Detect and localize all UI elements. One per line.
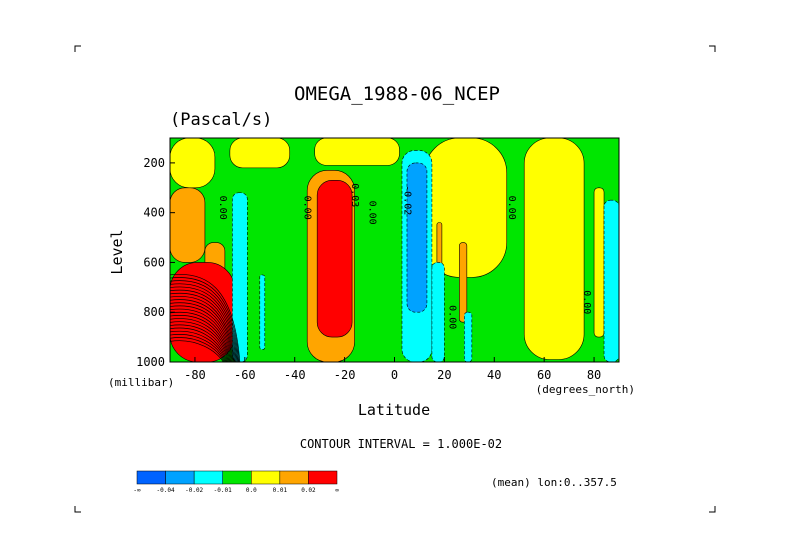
contour-region-20 (406, 162, 428, 313)
x-tick-label: 20 (437, 368, 451, 382)
y-axis-ticks: 200 400 600 800 1000 (136, 156, 175, 369)
y-axis-label: Level (108, 229, 126, 274)
x-tick-label: -20 (334, 368, 356, 382)
x-tick-label: -80 (184, 368, 206, 382)
x-tick-label: 40 (487, 368, 501, 382)
contour-region-13 (316, 180, 353, 338)
mean-longitude-text: (mean) lon:0..357.5 (491, 476, 617, 489)
contour-region-15 (259, 274, 266, 350)
contour-region-10 (436, 222, 443, 268)
colorbar-label: 0.0 (246, 487, 257, 494)
contour-label: 0.00 (581, 290, 592, 314)
dense-contour-line (170, 280, 239, 362)
colorbar-swatch (308, 470, 338, 485)
y-tick-label: 600 (143, 255, 165, 269)
contour-label: 0.00 (367, 201, 378, 225)
contour-label: 0.00 (446, 305, 457, 329)
colorbar-swatch (136, 470, 166, 485)
colorbar-swatch (279, 470, 309, 485)
colorbar-label: -∞ (133, 487, 141, 494)
chart-units: (Pascal/s) (170, 110, 272, 130)
x-axis-unit-label: (degrees_north) (536, 383, 635, 396)
dense-contour-line (170, 283, 238, 362)
colorbar: -∞ -0.04 -0.02 -0.01 0.0 0.01 0.02 ∞ (133, 470, 339, 494)
dense-contour-line (170, 327, 227, 362)
x-axis-ticks: -80 -60 -40 -20 0 20 40 60 80 (184, 357, 601, 382)
chart-title: OMEGA_1988-06_NCEP (294, 83, 500, 105)
y-axis-unit-label: (millibar) (108, 376, 174, 389)
dense-contour-line (170, 299, 234, 362)
dense-contour-line (170, 277, 240, 362)
colorbar-label: -0.01 (214, 487, 232, 494)
contour-region-19 (603, 199, 619, 362)
colorbar-label: 0.01 (273, 487, 288, 494)
dense-contour-line (170, 302, 234, 362)
contour-region-7 (170, 187, 206, 263)
corner-mark (74, 45, 81, 52)
dense-contour-line (170, 286, 238, 362)
y-tick-label: 1000 (136, 355, 165, 369)
colorbar-swatch (251, 470, 281, 485)
plot-area: 0.00 0.00 0.03 0.00 -0.02 0.00 0.00 0.00 (169, 137, 620, 363)
contour-region-5 (523, 138, 585, 360)
x-tick-label: 0 (391, 368, 398, 382)
contour-region-3 (314, 138, 400, 166)
x-tick-label: -40 (284, 368, 306, 382)
contour-labels: 0.00 0.00 0.03 0.00 -0.02 0.00 0.00 0.00 (217, 183, 592, 329)
corner-mark (74, 506, 81, 513)
x-tick-label: -60 (234, 368, 256, 382)
x-tick-label: 80 (587, 368, 601, 382)
dense-contour-line (170, 315, 230, 362)
colorbar-swatch (222, 470, 252, 485)
colorbar-label: ∞ (335, 487, 339, 494)
dense-contour-line (170, 324, 228, 362)
colorbar-label: -0.04 (157, 487, 175, 494)
x-axis-label: Latitude (358, 401, 430, 419)
contour-interval-text: CONTOUR INTERVAL = 1.000E-02 (300, 437, 502, 451)
page-corner-marks (74, 45, 716, 513)
contour-region-2 (229, 138, 291, 169)
dense-contour-line (170, 337, 225, 362)
dense-contour-line (170, 308, 232, 362)
y-tick-label: 200 (143, 156, 165, 170)
dense-contour-line (170, 273, 241, 362)
corner-mark (709, 506, 716, 513)
y-tick-label: 800 (143, 305, 165, 319)
dense-contour-line (170, 311, 231, 362)
dense-contour-line (170, 296, 235, 362)
dense-contour-lines (170, 273, 241, 362)
colorbar-swatch (165, 470, 195, 485)
contour-region-1 (170, 138, 216, 189)
contour-region-18 (464, 311, 473, 362)
dense-contour-line (170, 330, 226, 362)
contour-region-11 (459, 242, 468, 323)
contour-label: -0.02 (401, 185, 412, 215)
dense-contour-line (170, 289, 237, 362)
contour-region-14 (232, 192, 248, 362)
dense-contour-line (170, 305, 233, 362)
contour-region-17 (431, 262, 445, 362)
corner-mark (709, 45, 716, 52)
contour-label: 0.00 (302, 196, 313, 220)
colorbar-label: -0.02 (185, 487, 203, 494)
contour-label: 0.00 (506, 196, 517, 220)
dense-contour-line (170, 318, 230, 362)
dense-contour-line (170, 340, 224, 362)
dense-contour-line (170, 321, 229, 362)
colorbar-label: 0.02 (301, 487, 316, 494)
dense-contour-line (170, 334, 226, 362)
x-tick-label: 60 (537, 368, 551, 382)
contour-label: 0.03 (349, 183, 360, 207)
y-tick-label: 400 (143, 206, 165, 220)
contour-region-6 (593, 187, 605, 338)
contour-label: 0.00 (217, 196, 228, 220)
dense-contour-line (170, 292, 236, 362)
colorbar-swatch (193, 470, 223, 485)
